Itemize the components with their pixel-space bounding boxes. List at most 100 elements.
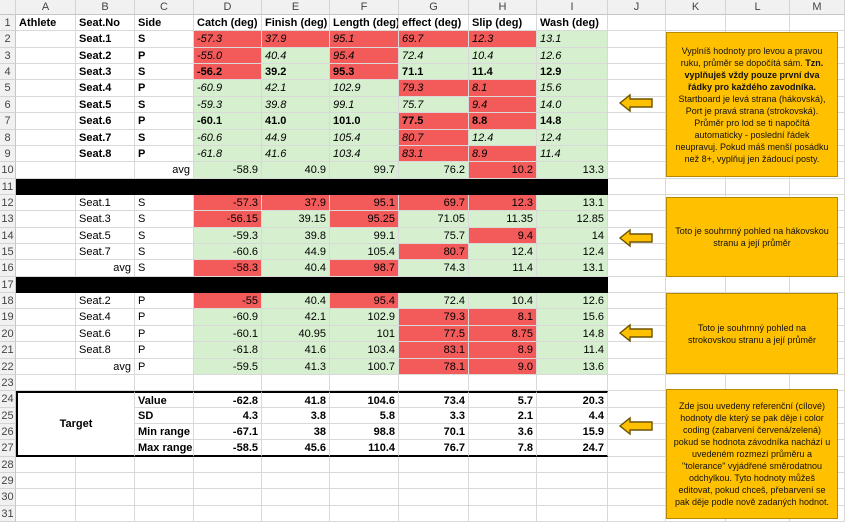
empty-cell[interactable] [608,489,666,506]
header-length[interactable]: Length (deg) [330,15,399,32]
empty-cell[interactable] [726,276,790,294]
value-cell[interactable]: 101.0 [330,113,399,130]
column-header-a[interactable]: A [16,0,76,15]
value-cell[interactable]: 83.1 [399,342,469,359]
empty-cell[interactable] [608,129,666,146]
column-header-i[interactable]: I [537,0,608,15]
empty-cell[interactable] [76,489,135,506]
value-cell[interactable]: 12.9 [537,64,608,81]
empty-cell[interactable] [608,325,666,343]
value-cell[interactable]: 39.8 [262,227,330,245]
select-all-corner[interactable] [0,0,16,15]
target-value[interactable]: 45.6 [262,440,330,457]
value-cell[interactable]: 10.4 [469,293,537,310]
value-cell[interactable]: 42.1 [262,309,330,326]
target-row-label[interactable]: Min range [135,424,194,441]
athlete-cell[interactable] [16,358,76,375]
empty-cell[interactable] [608,424,666,441]
side-cell[interactable]: S [135,227,194,245]
empty-cell[interactable] [399,489,469,506]
row-header-25[interactable]: 25 [0,407,16,424]
seat-cell[interactable]: Seat.3 [76,211,135,228]
side-cell[interactable]: P [135,145,194,163]
avg-value[interactable]: -58.3 [194,260,262,277]
value-cell[interactable]: 14 [537,227,608,245]
avg-value[interactable]: 100.7 [330,358,399,375]
value-cell[interactable]: 95.4 [330,47,399,65]
seat-cell[interactable]: Seat.3 [76,64,135,81]
empty-cell[interactable] [330,505,399,523]
empty-cell[interactable] [608,473,666,490]
empty-cell[interactable] [16,456,76,474]
empty-cell[interactable] [666,15,726,32]
column-header-j[interactable]: J [608,0,666,15]
value-cell[interactable]: -55.0 [194,47,262,65]
value-cell[interactable]: 103.4 [330,145,399,163]
avg-label[interactable]: avg [76,260,135,277]
value-cell[interactable]: 44.9 [262,244,330,261]
value-cell[interactable]: -56.15 [194,211,262,228]
column-header-g[interactable]: G [399,0,469,15]
value-cell[interactable]: 95.1 [330,31,399,48]
value-cell[interactable]: 12.4 [469,244,537,261]
empty-cell[interactable] [330,473,399,490]
avg-label[interactable]: avg [135,162,194,179]
row-header-22[interactable]: 22 [0,358,16,375]
value-cell[interactable]: 12.85 [537,211,608,228]
empty-cell[interactable] [608,178,666,195]
row-header-17[interactable]: 17 [0,276,16,294]
value-cell[interactable]: 37.9 [262,31,330,48]
empty-cell[interactable] [469,505,537,523]
value-cell[interactable]: 8.75 [469,325,537,343]
target-row-label[interactable]: Max range [135,440,194,457]
row-header-9[interactable]: 9 [0,145,16,163]
target-value[interactable]: 73.4 [399,391,469,408]
target-value[interactable]: 5.7 [469,391,537,408]
value-cell[interactable]: 72.4 [399,293,469,310]
empty-cell[interactable] [608,342,666,359]
header-seat[interactable]: Seat.No [76,15,135,32]
target-value[interactable]: 3.8 [262,407,330,424]
row-header-20[interactable]: 20 [0,325,16,343]
row-header-29[interactable]: 29 [0,473,16,490]
seat-cell[interactable] [76,162,135,179]
empty-cell[interactable] [608,47,666,65]
value-cell[interactable]: -59.3 [194,227,262,245]
row-header-11[interactable]: 11 [0,178,16,195]
value-cell[interactable]: 39.8 [262,96,330,114]
athlete-cell[interactable] [16,96,76,114]
empty-cell[interactable] [608,227,666,245]
value-cell[interactable]: 71.1 [399,64,469,81]
value-cell[interactable]: -57.3 [194,31,262,48]
seat-cell[interactable]: Seat.1 [76,31,135,48]
row-header-4[interactable]: 4 [0,64,16,81]
target-value[interactable]: 20.3 [537,391,608,408]
empty-cell[interactable] [608,194,666,212]
value-cell[interactable]: 11.4 [469,64,537,81]
empty-cell[interactable] [194,374,262,392]
row-header-19[interactable]: 19 [0,309,16,326]
avg-value[interactable]: 9.0 [469,358,537,375]
value-cell[interactable]: 41.6 [262,145,330,163]
value-cell[interactable]: 9.4 [469,227,537,245]
value-cell[interactable]: 12.6 [537,47,608,65]
athlete-cell[interactable] [16,309,76,326]
value-cell[interactable]: 44.9 [262,129,330,146]
empty-cell[interactable] [608,244,666,261]
value-cell[interactable]: 79.3 [399,309,469,326]
target-value[interactable]: 5.8 [330,407,399,424]
athlete-cell[interactable] [16,260,76,277]
avg-value[interactable]: 99.7 [330,162,399,179]
column-header-h[interactable]: H [469,0,537,15]
value-cell[interactable]: 77.5 [399,325,469,343]
empty-cell[interactable] [469,374,537,392]
avg-label[interactable]: avg [76,358,135,375]
column-header-k[interactable]: K [666,0,726,15]
avg-value[interactable]: -59.5 [194,358,262,375]
value-cell[interactable]: 14.0 [537,96,608,114]
value-cell[interactable]: 105.4 [330,129,399,146]
empty-cell[interactable] [790,178,845,195]
value-cell[interactable]: 95.1 [330,194,399,212]
value-cell[interactable]: 8.1 [469,309,537,326]
